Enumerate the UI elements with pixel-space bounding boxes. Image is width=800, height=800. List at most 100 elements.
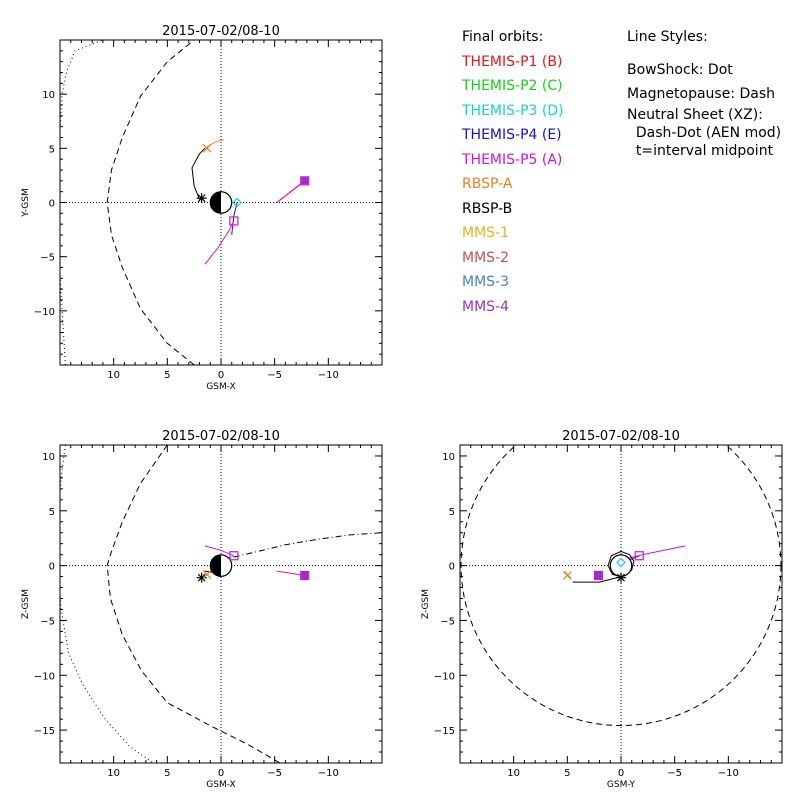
series-themis-p4-e: [231, 202, 238, 236]
y-tick-label: 0: [49, 562, 55, 573]
y-tick-label: 5: [49, 507, 55, 518]
plot-title: 2015-07-02/08-10: [562, 429, 680, 444]
marker-square: [300, 570, 310, 581]
legend-item-rbsp-b: RBSP-B: [462, 200, 513, 217]
plot-title: 2015-07-02/08-10: [162, 24, 280, 39]
x-tick-label: 0: [218, 768, 224, 779]
ticks: [59, 444, 383, 764]
y-tick-label: −10: [34, 307, 55, 318]
series-magnetopause: [106, 445, 281, 763]
y-tick-label: −5: [40, 253, 55, 264]
line-styles-legend: Line Styles: BowShock: Dot Magnetopause:…: [627, 25, 781, 160]
line-style-magnetopause: Magnetopause: Dash: [627, 86, 776, 102]
x-tick-label: −10: [318, 370, 339, 381]
x-axis-label: GSM-X: [206, 780, 235, 790]
legend-item-themis-p4-e: THEMIS-P4 (E): [462, 127, 562, 143]
x-tick-label: −5: [267, 370, 282, 381]
legend-item-rbsp-a: RBSP-A: [462, 176, 513, 192]
plot-area: [60, 40, 382, 365]
x-axis-label: GSM-Y: [607, 780, 636, 790]
y-tick-label: 0: [49, 199, 55, 210]
x-tick-label: 0: [618, 768, 624, 779]
series-magnetopause: [106, 40, 195, 365]
plot-area: [60, 445, 382, 763]
y-tick-label: 10: [442, 452, 455, 463]
y-axis-label: Z-GSM: [421, 589, 431, 619]
plot-panel-3: 2015-07-02/08-10 GSM-Y Z-GSM 10 5 0 −5 −10 −15 −1…: [421, 429, 783, 790]
marker-x: [562, 571, 572, 580]
legend-item-mms-1: MMS-1: [462, 225, 510, 241]
legend-item-themis-p2-c: THEMIS-P2 (C): [462, 78, 563, 94]
x-tick-label: −10: [718, 768, 739, 779]
series-bowshock: [60, 445, 154, 763]
marker-square: [300, 176, 310, 186]
plot-panel-2: 2015-07-02/08-10 GSM-X Z-GSM 10 5 0 −5 −10 −15 −1…: [21, 429, 383, 790]
y-tick-label: 5: [49, 144, 55, 155]
plot-title: 2015-07-02/08-10: [162, 429, 280, 444]
y-axis-label: Y-GSM: [21, 188, 31, 217]
y-tick-label: −5: [40, 616, 55, 627]
y-tick-label: 10: [42, 90, 55, 101]
legend-item-mms-4: MMS-4: [462, 298, 510, 315]
x-tick-label: 5: [164, 370, 170, 381]
x-tick-label: 10: [507, 768, 520, 779]
line-style-neutral-sheet: Neutral Sheet (XZ):: [627, 107, 763, 123]
y-tick-label: 0: [449, 562, 455, 573]
line-style-dash-dot: Dash-Dot (AEN mod): [627, 125, 782, 141]
x-tick-label: −5: [667, 768, 682, 779]
final-orbits-legend: Final orbits: THEMIS-P1 (B) THEMIS-P2 (C)…: [462, 25, 564, 319]
marker-asterisk: [196, 572, 207, 583]
earth-icon: [209, 191, 233, 214]
x-tick-label: −5: [267, 768, 282, 779]
y-tick-label: −15: [434, 726, 455, 737]
x-tick-label: 5: [564, 768, 570, 779]
x-tick-label: 0: [218, 370, 224, 381]
marker-square-filled: [594, 571, 602, 579]
series-rbsp-b: [191, 147, 206, 200]
series-themis-p5-a: [204, 220, 235, 265]
series-neutral-sheet: [220, 532, 382, 561]
marker-square: [593, 570, 604, 581]
marker-square-filled: [301, 177, 309, 185]
marker-diamond: [616, 557, 626, 568]
plot-panel-1: 2015-07-02/08-10 GSM-X Y-GSM 10 5 0 −5 −10 −10 −5…: [21, 24, 383, 392]
line-styles-heading: Line Styles:: [627, 29, 708, 45]
series-rbsp-b: [204, 570, 213, 573]
series-rbsp-a: [563, 570, 571, 579]
x-tick-label: 5: [164, 768, 170, 779]
marker-square: [229, 551, 239, 561]
line-style-bowshock: BowShock: Dot: [627, 62, 733, 78]
plot-area: [460, 445, 782, 763]
legend-item-themis-p5-a: THEMIS-P5 (A): [462, 151, 563, 168]
x-tick-label: −10: [318, 768, 339, 779]
marker-x: [202, 143, 212, 153]
y-tick-label: −15: [34, 726, 55, 737]
y-tick-label: −5: [440, 616, 455, 627]
y-axis-label: Z-GSM: [21, 589, 31, 619]
y-tick-label: −10: [434, 671, 455, 682]
x-tick-label: 10: [107, 370, 120, 381]
marker-square: [229, 216, 239, 226]
marker-asterisk: [196, 193, 207, 204]
marker-diamond: [232, 197, 242, 208]
legend-item-themis-p3-d: THEMIS-P3 (D): [462, 102, 564, 119]
series-bowshock: [60, 40, 104, 365]
marker-x: [202, 569, 212, 579]
y-tick-label: 5: [449, 507, 455, 518]
series-themis-p1-b: [276, 570, 305, 576]
marker-asterisk: [616, 572, 626, 583]
ticks: [459, 444, 783, 764]
series-themis-p2-c: [276, 180, 306, 203]
legend-item-mms-2: MMS-2: [462, 249, 510, 266]
series-rbsp-b: [572, 550, 635, 583]
earth-icon: [209, 554, 233, 577]
y-tick-label: 10: [42, 452, 55, 463]
marker-square: [634, 551, 644, 561]
line-style-midpoint: t=interval midpoint: [627, 143, 774, 159]
final-orbits-heading: Final orbits:: [462, 29, 544, 45]
ticks: [59, 39, 383, 366]
y-tick-label: −10: [34, 671, 55, 682]
marker-square-filled: [301, 571, 309, 579]
series-themis-p5-a: [620, 545, 686, 561]
